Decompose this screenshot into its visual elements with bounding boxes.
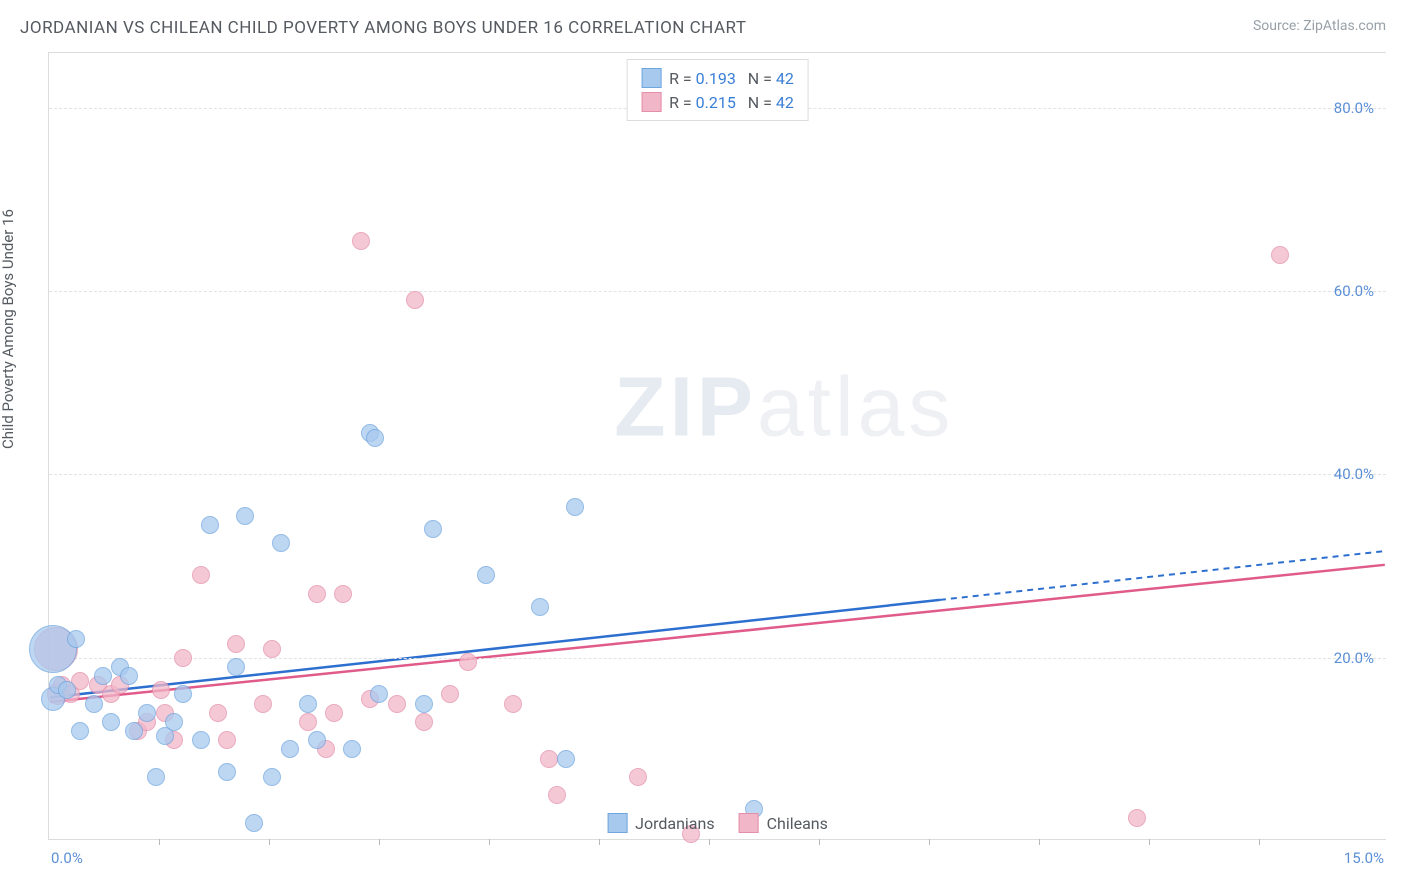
x-tick [709,839,710,845]
y-tick-label: 20.0% [1334,649,1374,667]
legend-swatch [607,813,627,833]
data-point-chileans [1128,809,1146,827]
data-point-jordanians [272,534,290,552]
y-tick-label: 80.0% [1334,99,1374,117]
data-point-chileans [263,640,281,658]
data-point-jordanians [201,516,219,534]
data-point-jordanians [299,695,317,713]
data-point-jordanians [125,722,143,740]
x-tick [1259,839,1260,845]
chart-title: JORDANIAN VS CHILEAN CHILD POVERTY AMONG… [20,18,747,38]
data-point-jordanians [58,681,76,699]
data-point-chileans [254,695,272,713]
y-axis-label: Child Poverty Among Boys Under 16 [0,209,17,449]
data-point-chileans [388,695,406,713]
data-point-jordanians [147,768,165,786]
legend-stats: R = 0.215 N = 42 [669,93,794,112]
legend-swatch [641,92,661,112]
data-point-jordanians [415,695,433,713]
legend-label: Chileans [767,814,828,833]
data-point-jordanians [370,685,388,703]
data-point-jordanians [67,630,85,648]
y-tick-label: 40.0% [1334,465,1374,483]
gridline-h [49,291,1386,292]
legend-swatch [641,68,661,88]
data-point-jordanians [165,713,183,731]
source-attribution: Source: ZipAtlas.com [1253,18,1386,34]
data-point-jordanians [94,667,112,685]
gridline-h [49,658,1386,659]
data-point-chileans [227,635,245,653]
data-point-jordanians [71,722,89,740]
data-point-chileans [192,566,210,584]
data-point-jordanians [102,713,120,731]
data-point-jordanians [566,498,584,516]
data-point-chileans [308,585,326,603]
legend-series: Jordanians Chileans [607,813,828,833]
x-tick [599,839,600,845]
data-point-chileans [406,291,424,309]
data-point-jordanians [343,740,361,758]
data-point-chileans [209,704,227,722]
data-point-jordanians [477,566,495,584]
watermark: ZIPatlas [614,358,954,455]
x-tick [819,839,820,845]
data-point-chileans [299,713,317,731]
data-point-chileans [1271,246,1289,264]
data-point-jordanians [531,598,549,616]
data-point-jordanians [192,731,210,749]
data-point-chileans [415,713,433,731]
data-point-jordanians [308,731,326,749]
data-point-jordanians [174,685,192,703]
data-point-chileans [218,731,236,749]
data-point-chileans [629,768,647,786]
data-point-chileans [334,585,352,603]
data-point-chileans [174,649,192,667]
data-point-chileans [540,750,558,768]
x-tick [379,839,380,845]
data-point-chileans [325,704,343,722]
data-point-jordanians [366,429,384,447]
legend-item: Jordanians [607,813,714,833]
data-point-jordanians [281,740,299,758]
x-tick [1149,839,1150,845]
y-tick-label: 60.0% [1334,282,1374,300]
x-tick [269,839,270,845]
legend-row: R = 0.193 N = 42 [641,66,794,90]
data-point-chileans [152,681,170,699]
legend-correlation: R = 0.193 N = 42 R = 0.215 N = 42 [626,59,809,121]
data-point-chileans [504,695,522,713]
data-point-chileans [459,653,477,671]
x-tick [929,839,930,845]
data-point-chileans [352,232,370,250]
data-point-jordanians [120,667,138,685]
data-point-jordanians [218,763,236,781]
legend-swatch [739,813,759,833]
gridline-h [49,474,1386,475]
data-point-jordanians [138,704,156,722]
x-tick-label: 15.0% [1344,849,1384,867]
data-point-jordanians [236,507,254,525]
legend-label: Jordanians [635,814,714,833]
data-point-jordanians [557,750,575,768]
legend-row: R = 0.215 N = 42 [641,90,794,114]
data-point-jordanians [227,658,245,676]
legend-item: Chileans [739,813,828,833]
x-tick-label: 0.0% [51,849,83,867]
data-point-jordanians [245,814,263,832]
legend-stats: R = 0.193 N = 42 [669,69,794,88]
scatter-chart: ZIPatlas 20.0%40.0%60.0%80.0%0.0%15.0% R… [48,52,1386,840]
chart-header: JORDANIAN VS CHILEAN CHILD POVERTY AMONG… [0,0,1406,46]
trend-lines [49,53,1386,839]
x-tick [159,839,160,845]
data-point-chileans [548,786,566,804]
data-point-jordanians [85,695,103,713]
data-point-jordanians [263,768,281,786]
x-tick [489,839,490,845]
data-point-chileans [441,685,459,703]
x-tick [1039,839,1040,845]
data-point-jordanians [424,520,442,538]
